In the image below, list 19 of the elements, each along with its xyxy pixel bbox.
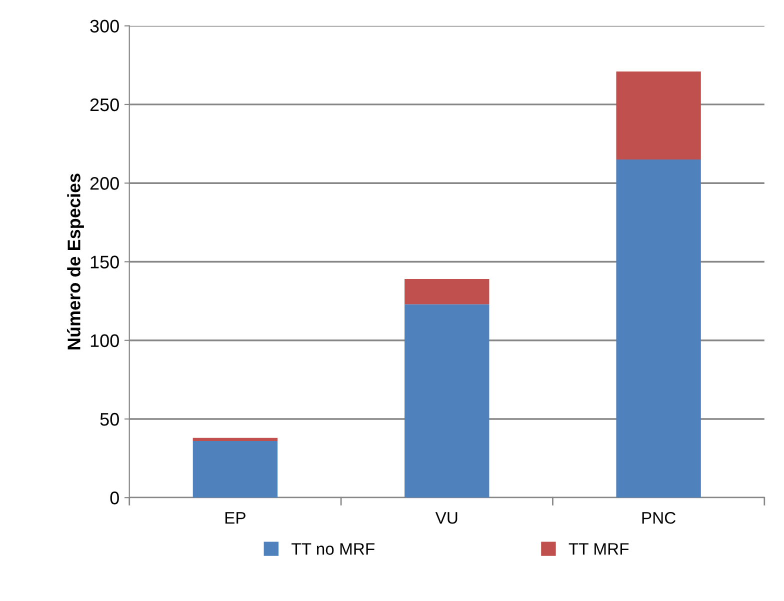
bar [616, 71, 701, 160]
y-tick-label: 100 [90, 334, 119, 348]
bar [192, 441, 278, 498]
x-tick-label: EP [225, 512, 246, 524]
x-tick-label: PNC [642, 512, 676, 524]
y-tick-label: 0 [110, 492, 119, 504]
y-tick-label: 300 [90, 20, 119, 33]
y-tick-label: 50 [100, 412, 119, 426]
bar [404, 304, 490, 498]
legend-label: TT no MRF [292, 543, 374, 555]
bar [616, 160, 701, 498]
bar [192, 438, 278, 442]
x-tick-label: VU [435, 512, 458, 524]
y-tick-label: 150 [90, 256, 119, 268]
y-axis-title: Número de Especies [66, 174, 84, 350]
bar [404, 279, 490, 304]
y-tick-label: 200 [90, 177, 119, 190]
y-tick-label: 250 [90, 98, 119, 112]
legend-label: TT MRF [568, 543, 629, 555]
